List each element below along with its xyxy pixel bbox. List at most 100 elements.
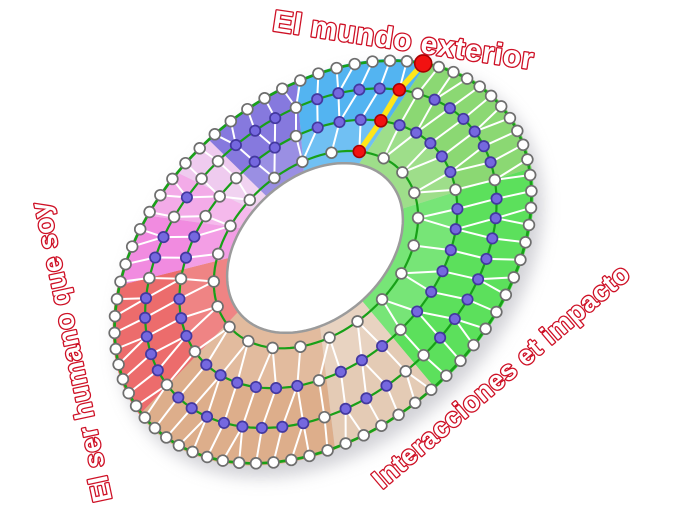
graph-node[interactable] bbox=[216, 454, 230, 467]
graph-node[interactable] bbox=[360, 392, 373, 405]
graph-node[interactable] bbox=[447, 65, 460, 79]
graph-node[interactable] bbox=[457, 112, 470, 125]
graph-node[interactable] bbox=[449, 183, 462, 196]
graph-node[interactable] bbox=[200, 410, 214, 423]
graph-node[interactable] bbox=[434, 331, 447, 344]
graph-node[interactable] bbox=[333, 115, 346, 129]
graph-node[interactable] bbox=[285, 453, 298, 467]
graph-node[interactable] bbox=[507, 271, 521, 284]
graph-node[interactable] bbox=[231, 376, 244, 389]
graph-node[interactable] bbox=[276, 82, 289, 95]
graph-node[interactable] bbox=[480, 252, 493, 265]
graph-node[interactable] bbox=[303, 449, 316, 463]
graph-node[interactable] bbox=[348, 57, 361, 71]
graph-node[interactable] bbox=[267, 456, 280, 469]
graph-node[interactable] bbox=[472, 273, 485, 286]
graph-node[interactable] bbox=[334, 365, 347, 378]
graph-node[interactable] bbox=[400, 55, 414, 68]
graph-node[interactable] bbox=[224, 114, 238, 128]
graph-node[interactable] bbox=[160, 431, 173, 444]
graph-node[interactable] bbox=[139, 292, 153, 305]
graph-node[interactable] bbox=[451, 202, 464, 215]
graph-node[interactable] bbox=[258, 92, 271, 105]
graph-node[interactable] bbox=[294, 74, 307, 87]
graph-node[interactable] bbox=[229, 139, 242, 152]
graph-node[interactable] bbox=[270, 382, 283, 395]
graph-node[interactable] bbox=[291, 379, 304, 392]
graph-node[interactable] bbox=[157, 231, 170, 244]
graph-node[interactable] bbox=[112, 358, 125, 371]
graph-node[interactable] bbox=[186, 445, 199, 459]
graph-node[interactable] bbox=[396, 166, 409, 179]
graph-node[interactable] bbox=[211, 247, 225, 261]
graph-node[interactable] bbox=[525, 184, 538, 198]
graph-node[interactable] bbox=[486, 232, 499, 245]
graph-node[interactable] bbox=[133, 222, 147, 236]
graph-node[interactable] bbox=[248, 155, 261, 168]
graph-node[interactable] bbox=[166, 172, 179, 186]
graph-node[interactable] bbox=[138, 411, 152, 424]
graph-node[interactable] bbox=[125, 240, 139, 253]
graph-node[interactable] bbox=[373, 82, 386, 95]
graph-node[interactable] bbox=[444, 165, 457, 179]
graph-node[interactable] bbox=[243, 193, 257, 207]
graph-node[interactable] bbox=[249, 124, 262, 137]
graph-node[interactable] bbox=[193, 142, 206, 155]
graph-node[interactable] bbox=[339, 402, 352, 415]
graph-node[interactable] bbox=[477, 140, 490, 153]
graph-node[interactable] bbox=[269, 112, 282, 125]
graph-node[interactable] bbox=[355, 354, 368, 367]
graph-node[interactable] bbox=[297, 417, 310, 430]
graph-node[interactable] bbox=[200, 358, 213, 371]
graph-node[interactable] bbox=[175, 312, 188, 325]
graph-node[interactable] bbox=[311, 93, 324, 106]
graph-node[interactable] bbox=[511, 124, 524, 138]
graph-node[interactable] bbox=[428, 93, 441, 106]
graph-node[interactable] bbox=[339, 437, 352, 450]
graph-node[interactable] bbox=[311, 121, 324, 134]
graph-node[interactable] bbox=[524, 201, 538, 215]
graph-node[interactable] bbox=[241, 102, 254, 116]
graph-node[interactable] bbox=[289, 101, 303, 114]
graph-node[interactable] bbox=[154, 188, 167, 202]
graph-node[interactable] bbox=[411, 305, 424, 318]
graph-node[interactable] bbox=[325, 146, 338, 159]
graph-node[interactable] bbox=[199, 209, 212, 223]
graph-node[interactable] bbox=[249, 457, 263, 470]
graph-node[interactable] bbox=[375, 293, 389, 306]
graph-node[interactable] bbox=[395, 267, 408, 280]
graph-node[interactable] bbox=[110, 292, 124, 306]
graph-node[interactable] bbox=[143, 271, 156, 285]
graph-node[interactable] bbox=[499, 288, 513, 302]
graph-node-highlighted[interactable] bbox=[374, 114, 388, 128]
graph-node[interactable] bbox=[109, 342, 123, 356]
graph-node[interactable] bbox=[143, 205, 156, 219]
graph-node-highlighted[interactable] bbox=[392, 83, 407, 97]
graph-node[interactable] bbox=[436, 265, 449, 278]
graph-node[interactable] bbox=[179, 156, 192, 170]
graph-node[interactable] bbox=[440, 369, 453, 382]
graph-node[interactable] bbox=[188, 230, 201, 243]
graph-node[interactable] bbox=[129, 399, 143, 413]
graph-node[interactable] bbox=[407, 239, 420, 252]
graph-node[interactable] bbox=[323, 331, 336, 344]
graph-node[interactable] bbox=[523, 168, 537, 182]
graph-node[interactable] bbox=[151, 364, 164, 377]
graph-node[interactable] bbox=[207, 275, 221, 288]
graph-node[interactable] bbox=[484, 156, 497, 169]
graph-node[interactable] bbox=[503, 111, 517, 125]
graph-node[interactable] bbox=[353, 83, 366, 96]
graph-node[interactable] bbox=[516, 138, 530, 152]
graph-node[interactable] bbox=[410, 126, 423, 139]
graph-node[interactable] bbox=[145, 348, 158, 361]
graph-node[interactable] bbox=[211, 300, 224, 313]
graph-node[interactable] bbox=[232, 456, 246, 469]
graph-node[interactable] bbox=[180, 329, 193, 342]
graph-node[interactable] bbox=[114, 275, 127, 288]
graph-node[interactable] bbox=[392, 408, 405, 422]
graph-node[interactable] bbox=[236, 420, 249, 433]
graph-node[interactable] bbox=[408, 396, 422, 410]
graph-node[interactable] bbox=[188, 345, 202, 358]
graph-node[interactable] bbox=[393, 119, 406, 132]
graph-node[interactable] bbox=[468, 125, 481, 138]
